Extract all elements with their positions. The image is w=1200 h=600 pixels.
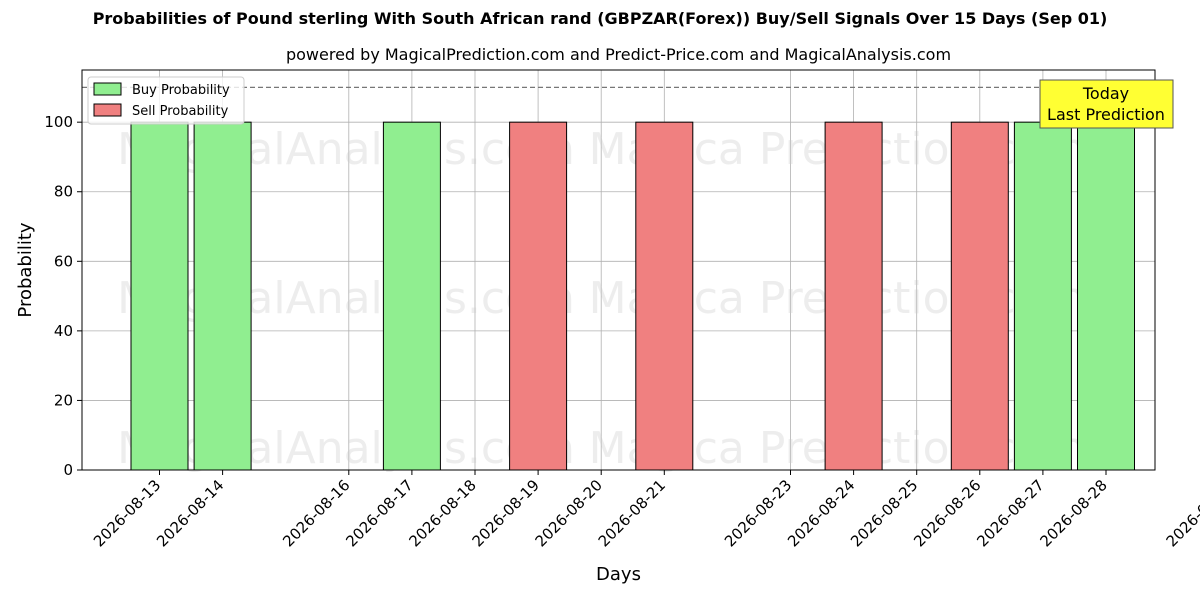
x-tick-label: 2026-08-21 bbox=[595, 476, 669, 550]
legend-label-sell: Sell Probability bbox=[132, 104, 229, 119]
legend-swatch-buy bbox=[93, 82, 122, 96]
legend-box bbox=[87, 76, 245, 125]
y-axis: 0 20 40 60 80 100 bbox=[44, 113, 82, 479]
bar-sell-2026-08-24 bbox=[824, 121, 883, 471]
x-tick-label: 2026-08-19 bbox=[469, 476, 543, 550]
chart-subtitle: powered by MagicalPrediction.com and Pre… bbox=[285, 45, 952, 64]
legend-swatch-sell bbox=[93, 103, 122, 117]
y-tick-label: 80 bbox=[54, 183, 73, 201]
x-tick-label: 2026-08-24 bbox=[784, 476, 858, 550]
x-tick-label: 2026-08-18 bbox=[405, 476, 479, 550]
chart-title: Probabilities of Pound sterling With Sou… bbox=[92, 9, 1108, 28]
bar-buy-2026-08-14 bbox=[193, 121, 252, 471]
y-tick-label: 20 bbox=[54, 391, 73, 409]
today-annotation: Today Last Prediction bbox=[1039, 79, 1174, 129]
x-axis-label: Days bbox=[596, 564, 641, 585]
bar-buy-2026-08-27 bbox=[1013, 121, 1072, 471]
y-tick-label: 100 bbox=[44, 113, 73, 131]
x-tick-label: 2026-08-14 bbox=[153, 476, 227, 550]
x-tick-label: 2026-08-16 bbox=[279, 476, 353, 550]
y-axis-label: Probability bbox=[15, 222, 36, 317]
x-tick-label: 2026-08-20 bbox=[532, 476, 606, 550]
x-tick-label: 2026-08-26 bbox=[910, 476, 984, 550]
x-tick-label: 2026-08-13 bbox=[90, 476, 164, 550]
bar-sell-2026-08-21 bbox=[635, 121, 694, 471]
legend: Buy Probability Sell Probability bbox=[87, 76, 245, 125]
y-tick-label: 60 bbox=[54, 252, 73, 270]
x-tick-label: 2026-08-25 bbox=[847, 476, 921, 550]
x-tick-label: 2026-08-30 bbox=[1163, 476, 1200, 550]
bar-buy-2026-08-17 bbox=[382, 121, 441, 471]
y-tick-label: 40 bbox=[54, 322, 73, 340]
bar-buy-2026-08-13 bbox=[130, 121, 189, 471]
bars bbox=[130, 121, 1135, 471]
legend-label-buy: Buy Probability bbox=[132, 83, 230, 98]
y-tick-label: 0 bbox=[63, 461, 73, 479]
watermark-text: MagicalAnalysis.com bbox=[117, 273, 575, 324]
x-tick-label: 2026-08-28 bbox=[1036, 476, 1110, 550]
bar-sell-2026-08-19 bbox=[509, 121, 568, 471]
bar-sell-2026-08-26 bbox=[950, 121, 1009, 471]
x-tick-label: 2026-08-27 bbox=[973, 476, 1047, 550]
bar-buy-2026-08-28 bbox=[1077, 121, 1135, 471]
today-label: Today bbox=[1082, 84, 1129, 103]
last-prediction-label: Last Prediction bbox=[1047, 105, 1165, 124]
today-box bbox=[1039, 79, 1174, 129]
watermark-text: MagicalAnalysis.com bbox=[117, 124, 575, 175]
x-tick-label: 2026-08-23 bbox=[721, 476, 795, 550]
x-tick-label: 2026-08-17 bbox=[342, 476, 416, 550]
watermark-text: MagicalAnalysis.com bbox=[117, 423, 575, 474]
plot-frame bbox=[81, 69, 1156, 471]
